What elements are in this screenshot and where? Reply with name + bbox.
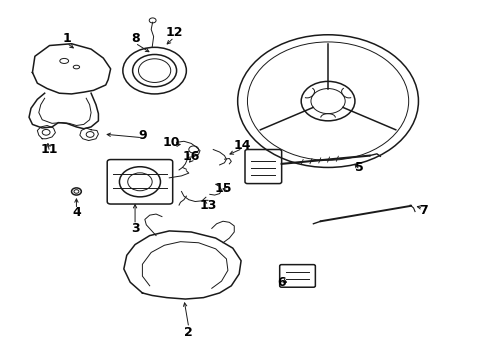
- Text: 15: 15: [214, 183, 232, 195]
- Text: 13: 13: [199, 199, 217, 212]
- Text: 16: 16: [183, 150, 200, 163]
- Text: 8: 8: [131, 32, 139, 45]
- Text: 14: 14: [234, 139, 251, 152]
- Text: 9: 9: [138, 129, 147, 142]
- Text: 6: 6: [277, 276, 286, 289]
- Text: 7: 7: [419, 204, 428, 217]
- Text: 4: 4: [72, 206, 81, 219]
- Text: 5: 5: [355, 161, 364, 174]
- Text: 12: 12: [166, 27, 183, 40]
- Text: 10: 10: [163, 136, 180, 149]
- Text: 1: 1: [62, 32, 71, 45]
- Text: 11: 11: [41, 143, 58, 156]
- Text: 2: 2: [184, 326, 193, 339]
- Text: 3: 3: [131, 222, 139, 235]
